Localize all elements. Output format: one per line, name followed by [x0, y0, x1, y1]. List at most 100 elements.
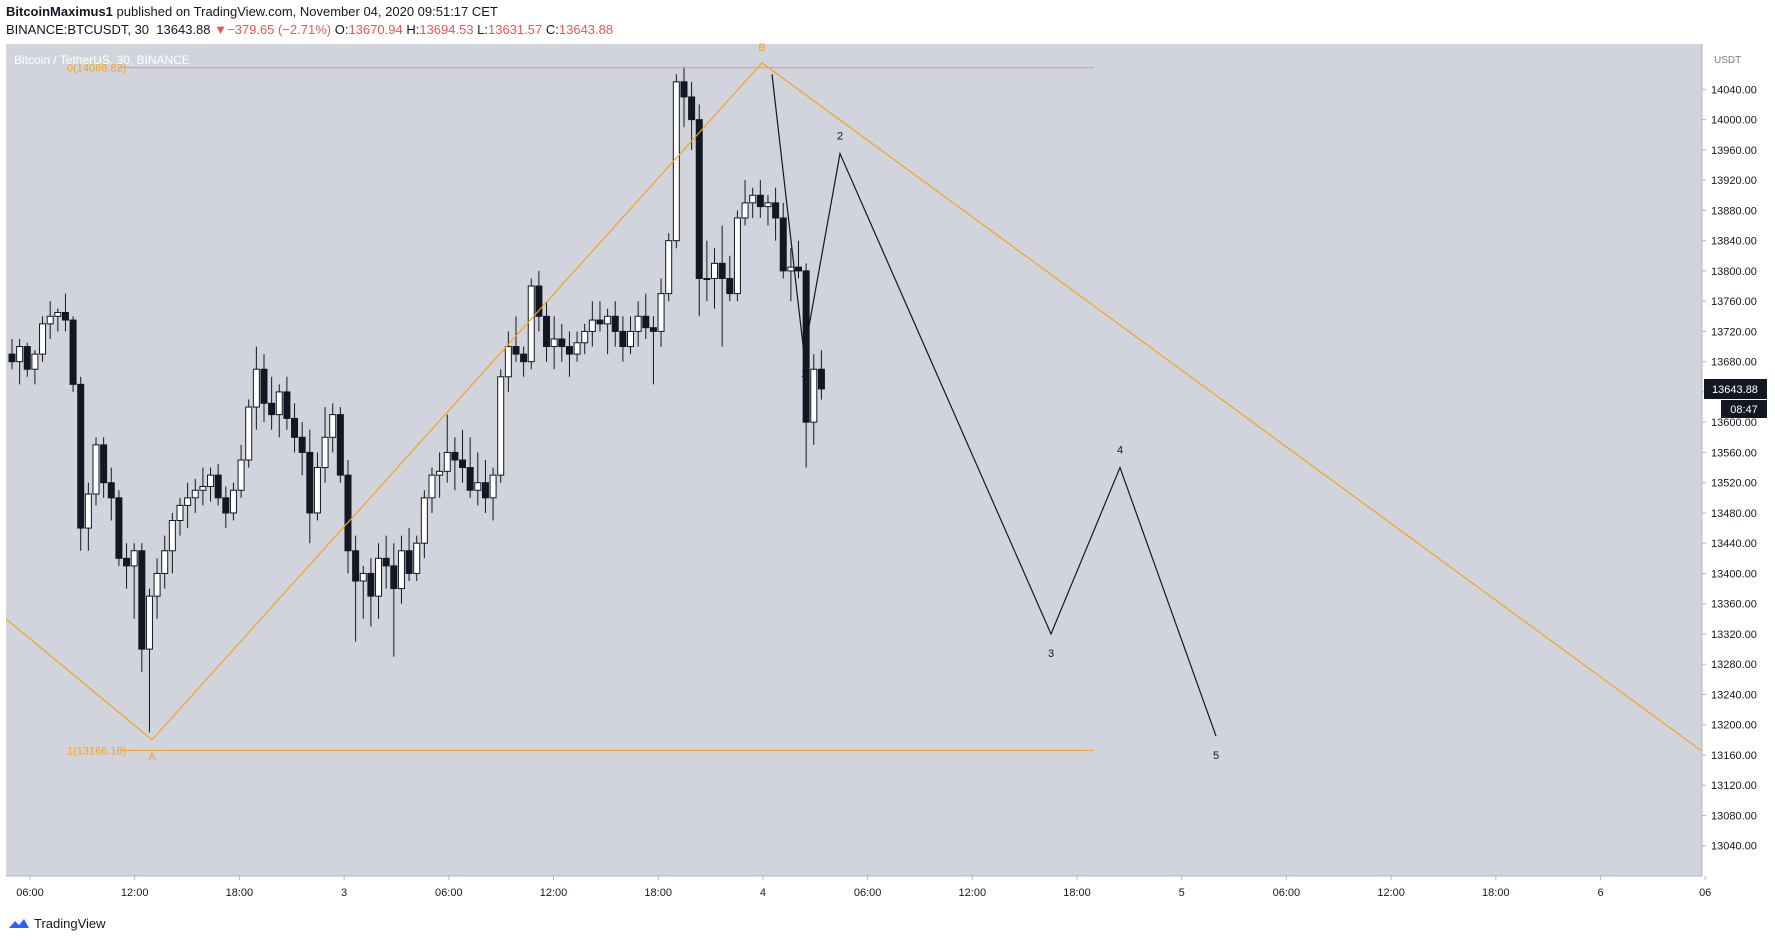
candle: [237, 444, 245, 498]
candle: [451, 437, 459, 491]
change-label: −379.65 (−2.71%): [227, 22, 332, 37]
candle: [107, 467, 115, 521]
candle: [100, 437, 108, 498]
y-tick-label: 13160.00: [1711, 750, 1757, 762]
x-tick-label: 18:00: [644, 887, 672, 899]
low-value: 13631.57: [488, 22, 543, 37]
y-tick-label: 13760.00: [1711, 296, 1757, 308]
candle: [275, 384, 283, 438]
candle-body: [344, 474, 352, 552]
candle: [199, 467, 207, 506]
candle-body: [474, 482, 482, 491]
candle: [817, 350, 825, 400]
x-tick-label: 5: [1179, 887, 1185, 899]
author-name[interactable]: BitcoinMaximus1: [6, 4, 113, 19]
candle-body: [229, 489, 237, 514]
candle: [352, 535, 360, 642]
candle: [520, 346, 528, 377]
open-value: 13670.94: [348, 22, 403, 37]
footer-brand: TradingView: [34, 916, 106, 931]
candle-body: [558, 338, 566, 348]
candle-body: [481, 482, 489, 499]
candle: [733, 210, 741, 302]
close-key: C:: [545, 22, 559, 37]
candle: [222, 486, 230, 529]
y-tick-label: 13800.00: [1711, 266, 1757, 278]
tradingview-footer[interactable]: TradingView: [8, 916, 106, 931]
candle-body: [16, 346, 24, 363]
candle-body: [443, 451, 451, 472]
candle: [321, 407, 329, 483]
y-tick-label: 14000.00: [1711, 115, 1757, 127]
countdown-tag: [1721, 399, 1767, 418]
candle-body: [153, 572, 161, 597]
candle-body: [573, 342, 581, 355]
candle: [649, 316, 657, 385]
candle-body: [359, 572, 367, 582]
price-axis[interactable]: [1702, 44, 1775, 876]
candle: [168, 512, 176, 574]
candle: [588, 301, 596, 347]
candle-body: [489, 474, 497, 499]
candle-body: [298, 436, 306, 453]
candle-body: [413, 542, 421, 574]
open-key: O:: [334, 22, 349, 37]
candle-body: [795, 266, 803, 272]
wave-4-label: 4: [1117, 445, 1123, 457]
candle: [672, 74, 680, 249]
abc-pattern-line: [5, 62, 1703, 752]
candle: [252, 346, 260, 430]
y-tick-label: 13200.00: [1711, 720, 1757, 732]
candle-body: [283, 391, 291, 419]
plot-area[interactable]: [6, 44, 1702, 876]
candle: [390, 543, 398, 657]
candle-body: [46, 315, 54, 325]
candle-body: [275, 391, 283, 416]
candle-body: [84, 493, 92, 529]
candle-body: [130, 550, 138, 567]
symbol-label: BINANCE:BTCUSDT, 30: [6, 22, 150, 37]
candle: [489, 467, 497, 521]
candle: [436, 452, 444, 498]
candle-body: [512, 346, 520, 355]
y-tick-label: 13040.00: [1711, 841, 1757, 853]
candle-body: [8, 353, 16, 363]
candle: [283, 376, 291, 430]
candle-body: [54, 312, 62, 317]
candle: [504, 331, 512, 392]
x-tick-label: 6: [1597, 887, 1603, 899]
candle-body: [672, 81, 680, 242]
wave-projection-line: [771, 74, 1217, 737]
candle: [54, 308, 62, 332]
candle-body: [772, 202, 780, 219]
time-axis[interactable]: [6, 876, 1775, 908]
candle: [611, 301, 619, 347]
y-tick-label: 13720.00: [1711, 326, 1757, 338]
candle: [543, 301, 551, 362]
candle: [229, 482, 237, 521]
candle-body: [520, 353, 528, 363]
candle-body: [665, 240, 673, 295]
candle-body: [581, 330, 589, 344]
down-arrow-icon: ▼: [214, 22, 228, 37]
candle-body: [657, 293, 665, 332]
candle: [726, 255, 734, 302]
y-tick-label: 13960.00: [1711, 145, 1757, 157]
candle-body: [527, 285, 535, 363]
candle-body: [749, 194, 757, 204]
candle-body: [184, 497, 192, 506]
candle-body: [100, 444, 108, 484]
wave-5-label: 5: [1213, 750, 1219, 762]
candle-body: [252, 368, 260, 408]
ohlc-header: BINANCE:BTCUSDT, 30 13643.88 ▼−379.65 (−…: [6, 22, 613, 37]
candle-body: [268, 402, 276, 416]
close-value: 13643.88: [558, 22, 614, 37]
candle-body: [787, 266, 795, 272]
candle: [298, 422, 306, 476]
candle: [46, 301, 54, 339]
candle: [23, 342, 31, 377]
y-tick-label: 13080.00: [1711, 810, 1757, 822]
x-tick-label: 12:00: [540, 887, 568, 899]
candle: [711, 248, 719, 309]
